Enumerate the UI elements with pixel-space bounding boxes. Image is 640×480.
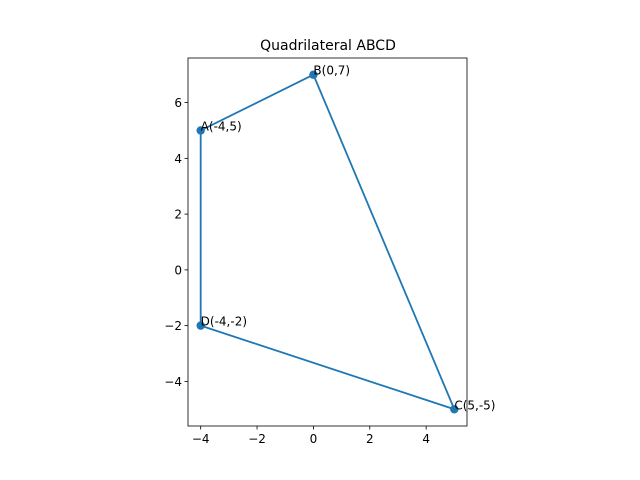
plot-area: −4 −2 0 2 4 −4 −2 0 2 4 6 A(-4,5) B(0,7) C(5,-5) D(-4,… — [164, 57, 495, 446]
vertex-label: D(-4,-2) — [201, 315, 247, 329]
vertex-label: A(-4,5) — [201, 119, 242, 133]
x-tick-label: −4 — [192, 432, 210, 446]
vertex-marker — [450, 405, 459, 414]
vertex-label: C(5,-5) — [454, 398, 495, 412]
vertex-marker — [196, 321, 205, 330]
vertex-marker — [196, 126, 205, 135]
vertex-marker — [309, 70, 318, 79]
x-tick-label: 2 — [366, 432, 374, 446]
y-tick-label: 2 — [174, 208, 182, 222]
y-tick-label: 0 — [174, 263, 182, 277]
axes-frame — [187, 57, 468, 427]
chart-title: Quadrilateral ABCD — [260, 38, 396, 54]
vertex-label: B(0,7) — [313, 64, 350, 78]
x-tick-label: 0 — [310, 432, 318, 446]
y-tick-label: 4 — [174, 152, 182, 166]
y-tick-label: −2 — [164, 319, 182, 333]
x-tick-label: 4 — [422, 432, 430, 446]
y-tick-label: −4 — [164, 375, 182, 389]
x-tick-label: −2 — [248, 432, 266, 446]
y-tick-label: 6 — [174, 96, 182, 110]
